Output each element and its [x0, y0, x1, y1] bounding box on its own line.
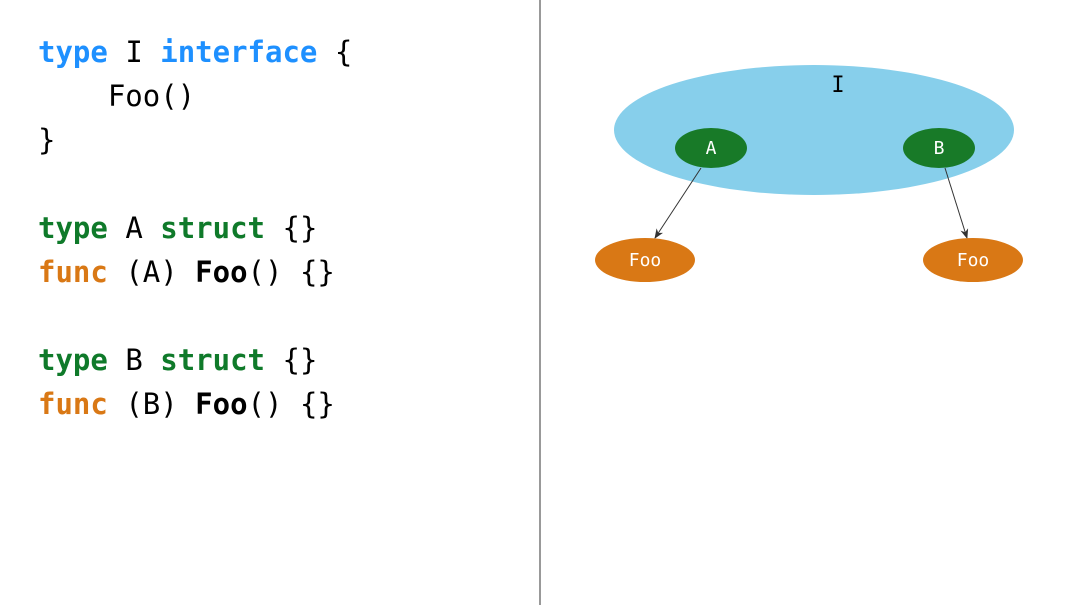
receiver-b: (B) [125, 387, 195, 421]
body-b: {} [300, 387, 335, 421]
receiver-a: (A) [125, 255, 195, 289]
type-b: B [125, 343, 142, 377]
code-block: type I interface { Foo() } type A struct… [38, 30, 529, 426]
method-foo-b-label: Foo [957, 250, 990, 271]
kw-func-a: func [38, 255, 108, 289]
kw-struct-b: struct [160, 343, 265, 377]
edge-b-foo [945, 168, 967, 238]
kw-type-a: type [38, 211, 108, 245]
interface-label: I [831, 73, 844, 98]
root: type I interface { Foo() } type A struct… [0, 0, 1080, 605]
edge-a-foo [655, 168, 701, 238]
braces-a: {} [282, 211, 317, 245]
method-foo-a: Foo [195, 255, 247, 289]
kw-type: type [38, 35, 108, 69]
code-pane: type I interface { Foo() } type A struct… [0, 0, 539, 605]
method-foo-b: Foo [195, 387, 247, 421]
iface-name: I [125, 35, 142, 69]
brace-close: } [38, 123, 55, 157]
body-a: {} [300, 255, 335, 289]
kw-func-b: func [38, 387, 108, 421]
node-b-label: B [934, 138, 945, 159]
node-a-label: A [706, 138, 717, 159]
brace-open: { [335, 35, 352, 69]
kw-type-b: type [38, 343, 108, 377]
kw-interface: interface [160, 35, 317, 69]
type-a: A [125, 211, 142, 245]
paren-a-open: ( [248, 255, 265, 289]
method-foo-a-label: Foo [629, 250, 662, 271]
paren-b-open: ( [248, 387, 265, 421]
diagram-svg: I A B Foo Foo [541, 0, 1080, 605]
paren-b-close: ) [265, 387, 282, 421]
iface-method: Foo() [108, 79, 195, 113]
diagram-pane: I A B Foo Foo [541, 0, 1080, 605]
paren-a-close: ) [265, 255, 282, 289]
braces-b: {} [282, 343, 317, 377]
kw-struct-a: struct [160, 211, 265, 245]
